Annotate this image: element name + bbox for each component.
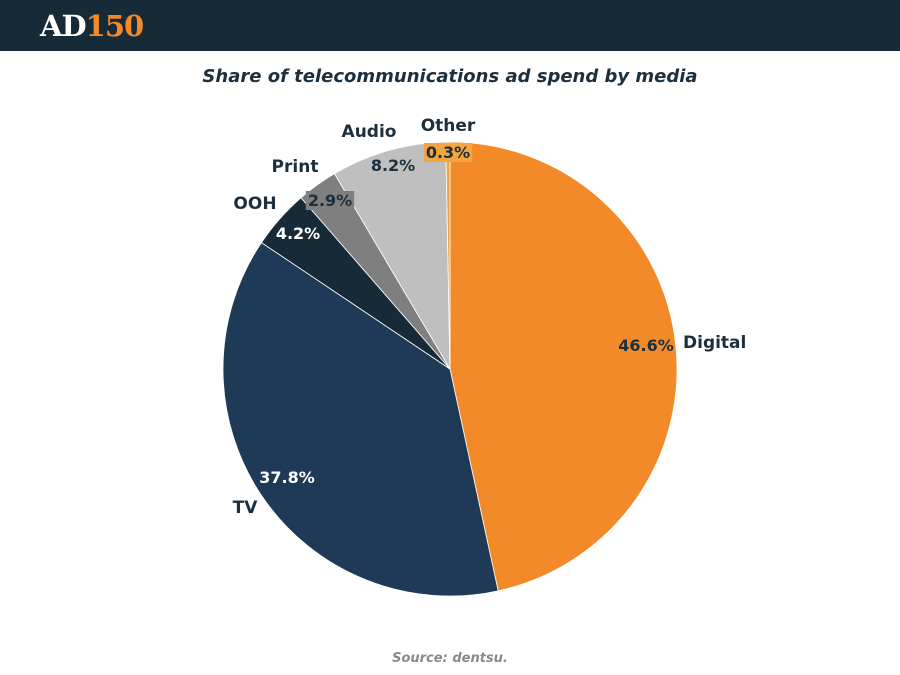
- slice-digital[interactable]: [449, 141, 678, 592]
- category-label-audio: Audio: [342, 122, 397, 142]
- category-label-digital: Digital: [683, 333, 746, 353]
- category-label-ooh: OOH: [233, 194, 276, 214]
- value-label-background-other: [423, 143, 473, 162]
- category-label-other: Other: [421, 116, 476, 136]
- ad150-logo[interactable]: AD150: [40, 9, 145, 43]
- category-label-print: Print: [272, 157, 319, 177]
- value-label-other: 0.3%: [426, 143, 470, 162]
- value-label-print: 2.9%: [308, 191, 352, 210]
- source-note: Source: dentsu.: [392, 651, 508, 666]
- value-label-ooh: 4.2%: [276, 224, 320, 243]
- slice-tv[interactable]: [222, 242, 499, 597]
- slice-other[interactable]: [445, 141, 451, 370]
- slice-audio[interactable]: [333, 141, 451, 371]
- value-label-digital: 46.6%: [618, 336, 674, 355]
- value-label-audio: 8.2%: [371, 156, 415, 175]
- logo-ad-text: AD: [40, 9, 87, 43]
- header-bar: AD150: [0, 0, 900, 51]
- category-label-tv: TV: [233, 498, 259, 518]
- logo-number-text: 150: [85, 9, 145, 43]
- value-label-tv: 37.8%: [259, 468, 315, 487]
- chart-title: Share of telecommunications ad spend by …: [202, 66, 698, 87]
- value-label-background-print: [305, 191, 355, 210]
